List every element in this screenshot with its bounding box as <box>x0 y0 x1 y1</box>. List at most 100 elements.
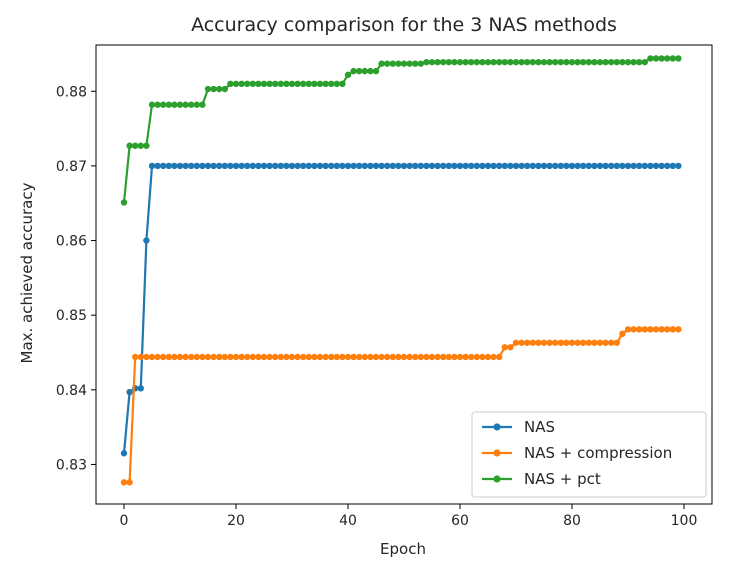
data-point <box>372 67 380 75</box>
data-point <box>412 60 419 67</box>
y-tick-label: 0.86 <box>56 234 87 250</box>
data-point <box>675 162 682 170</box>
data-point <box>395 353 402 361</box>
data-point <box>148 162 156 170</box>
data-point <box>210 353 217 361</box>
data-point <box>193 101 200 108</box>
data-point <box>456 58 464 66</box>
legend-label: NAS + pct <box>524 470 601 488</box>
data-point <box>171 162 178 170</box>
data-point <box>384 60 391 67</box>
y-tick-label: 0.84 <box>56 383 87 399</box>
data-point <box>552 162 559 170</box>
data-point <box>568 162 576 170</box>
data-point <box>596 162 604 170</box>
data-point <box>305 353 312 361</box>
data-point <box>199 353 206 361</box>
data-point <box>624 162 632 170</box>
data-point <box>557 58 564 66</box>
data-point <box>199 162 206 170</box>
data-point <box>165 162 172 170</box>
data-point <box>568 339 576 346</box>
data-point <box>193 353 200 361</box>
data-point <box>417 353 424 361</box>
data-point <box>636 58 643 66</box>
data-point <box>294 80 301 88</box>
data-point <box>596 339 604 346</box>
data-point <box>171 101 178 108</box>
data-point <box>619 330 626 338</box>
data-point <box>434 58 441 66</box>
x-tick-label: 60 <box>451 513 469 529</box>
data-point <box>473 353 480 361</box>
data-point <box>333 80 340 88</box>
data-point <box>585 58 592 66</box>
data-point <box>367 162 374 170</box>
data-point <box>524 339 531 346</box>
x-tick-label: 20 <box>227 513 245 529</box>
data-point <box>283 162 290 170</box>
data-point <box>143 353 150 361</box>
data-point <box>630 326 637 333</box>
data-point <box>484 58 492 66</box>
data-point <box>333 353 340 361</box>
data-point <box>636 162 643 170</box>
data-point <box>563 58 570 66</box>
data-point <box>440 58 447 66</box>
data-point <box>602 339 609 346</box>
data-point <box>266 353 273 361</box>
data-point <box>451 58 458 66</box>
data-point <box>328 162 335 170</box>
data-point <box>445 58 452 66</box>
data-point <box>563 339 570 346</box>
data-point <box>182 101 189 108</box>
data-point <box>378 353 385 361</box>
data-point <box>451 162 458 170</box>
data-point <box>344 353 352 361</box>
data-point <box>664 326 671 333</box>
data-point <box>126 388 133 396</box>
data-point <box>272 80 279 88</box>
data-point <box>339 353 346 361</box>
data-point <box>585 339 592 346</box>
series-nas-compression <box>120 326 682 486</box>
data-point <box>311 80 318 88</box>
data-point <box>232 80 240 88</box>
data-point <box>675 55 682 62</box>
data-point <box>126 479 133 486</box>
legend-swatch-marker <box>493 423 501 431</box>
data-point <box>216 353 223 361</box>
data-point <box>160 353 167 361</box>
legend-box <box>471 411 707 498</box>
data-point <box>428 353 436 361</box>
data-point <box>456 353 464 361</box>
data-point <box>249 353 256 361</box>
data-point <box>244 80 251 88</box>
data-point <box>288 162 296 170</box>
data-point <box>266 162 273 170</box>
data-point <box>356 353 363 361</box>
data-point <box>188 162 195 170</box>
data-point <box>305 80 312 88</box>
data-point <box>596 58 604 66</box>
data-point <box>490 58 497 66</box>
data-point <box>580 58 587 66</box>
data-point <box>546 58 553 66</box>
data-point <box>137 353 144 361</box>
data-point <box>255 353 262 361</box>
data-point <box>260 353 268 361</box>
data-point <box>496 162 503 170</box>
data-point <box>423 58 430 66</box>
data-point <box>613 339 620 346</box>
data-point <box>552 339 559 346</box>
data-point <box>445 162 452 170</box>
chart-title: Accuracy comparison for the 3 NAS method… <box>191 14 617 36</box>
data-point <box>462 353 469 361</box>
data-point <box>160 162 167 170</box>
data-point <box>557 339 564 346</box>
data-point <box>591 162 598 170</box>
legend-label: NAS + compression <box>524 444 672 462</box>
data-point <box>658 55 665 62</box>
data-point <box>546 162 553 170</box>
data-point <box>658 326 665 333</box>
